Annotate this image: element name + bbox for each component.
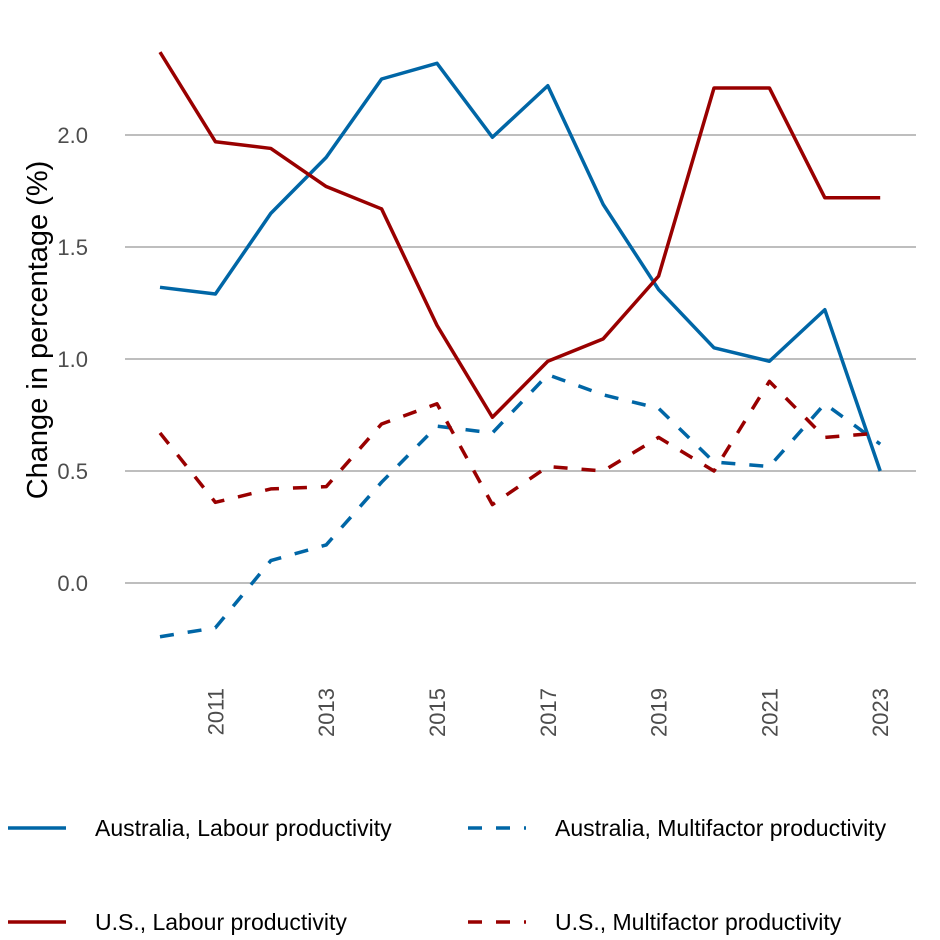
legend-item: Australia, Multifactor productivity <box>468 815 887 841</box>
x-tick-label: 2011 <box>203 688 228 735</box>
series-line-4 <box>158 379 881 507</box>
legend-label: Australia, Labour productivity <box>95 815 392 841</box>
legend-item: U.S., Multifactor productivity <box>468 909 842 935</box>
series-line-2 <box>159 372 882 639</box>
y-tick-label: 0.0 <box>57 571 88 596</box>
legend-label: U.S., Labour productivity <box>95 909 347 935</box>
legend-label: Australia, Multifactor productivity <box>555 815 887 841</box>
legend-label: U.S., Multifactor productivity <box>555 909 842 935</box>
series-line-3 <box>158 51 881 419</box>
legend-item: Australia, Labour productivity <box>8 815 392 841</box>
x-tick-label: 2019 <box>647 688 672 737</box>
x-tick-label: 2013 <box>314 688 339 737</box>
x-tick-label: 2015 <box>425 688 450 737</box>
series-line-1 <box>159 61 882 472</box>
y-tick-label: 1.0 <box>57 347 88 372</box>
y-tick-label: 2.0 <box>57 123 88 148</box>
x-tick-label: 2021 <box>757 688 782 737</box>
y-tick-label: 1.5 <box>57 235 88 260</box>
x-tick-label: 2023 <box>868 688 893 737</box>
y-tick-label: 0.5 <box>57 459 88 484</box>
x-tick-label: 2017 <box>536 688 561 737</box>
y-axis-title: Change in percentage (%) <box>22 161 54 500</box>
legend-item: U.S., Labour productivity <box>8 909 347 935</box>
